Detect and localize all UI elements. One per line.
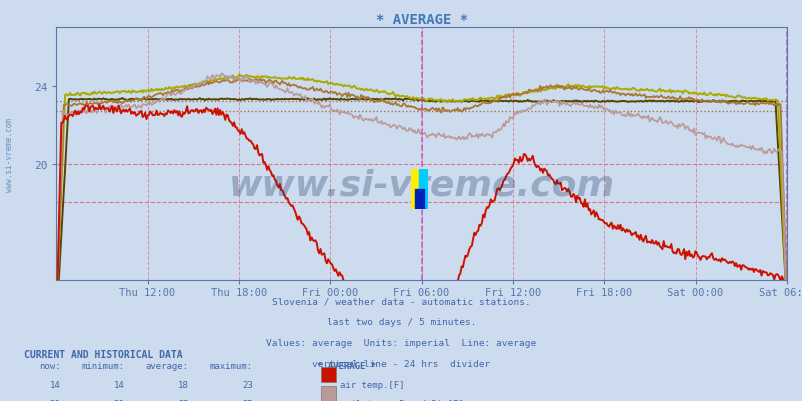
Text: 18: 18 [178,380,188,389]
Text: Slovenia / weather data - automatic stations.: Slovenia / weather data - automatic stat… [272,297,530,306]
Text: 25: 25 [242,399,253,401]
Text: now:: now: [38,361,60,370]
Text: www.si-vreme.com: www.si-vreme.com [5,117,14,191]
Text: 22: 22 [178,399,188,401]
Bar [419,170,427,210]
Text: maximum:: maximum: [209,361,253,370]
Text: * AVERAGE *: * AVERAGE * [317,361,376,370]
Text: soil temp. 5cm / 2in[F]: soil temp. 5cm / 2in[F] [340,399,464,401]
Text: 23: 23 [242,380,253,389]
Text: 14: 14 [50,380,60,389]
Text: 14: 14 [114,380,124,389]
Text: 20: 20 [114,399,124,401]
Bar [415,190,423,210]
Title: * AVERAGE *: * AVERAGE * [375,13,467,27]
Text: vertical line - 24 hrs  divider: vertical line - 24 hrs divider [312,359,490,368]
Text: minimum:: minimum: [81,361,124,370]
Text: CURRENT AND HISTORICAL DATA: CURRENT AND HISTORICAL DATA [24,349,183,359]
Bar [410,170,419,210]
Text: 20: 20 [50,399,60,401]
Text: air temp.[F]: air temp.[F] [340,380,404,389]
Text: www.si-vreme.com: www.si-vreme.com [229,168,614,202]
Text: last two days / 5 minutes.: last two days / 5 minutes. [326,318,476,326]
Text: Values: average  Units: imperial  Line: average: Values: average Units: imperial Line: av… [266,338,536,347]
Text: average:: average: [145,361,188,370]
